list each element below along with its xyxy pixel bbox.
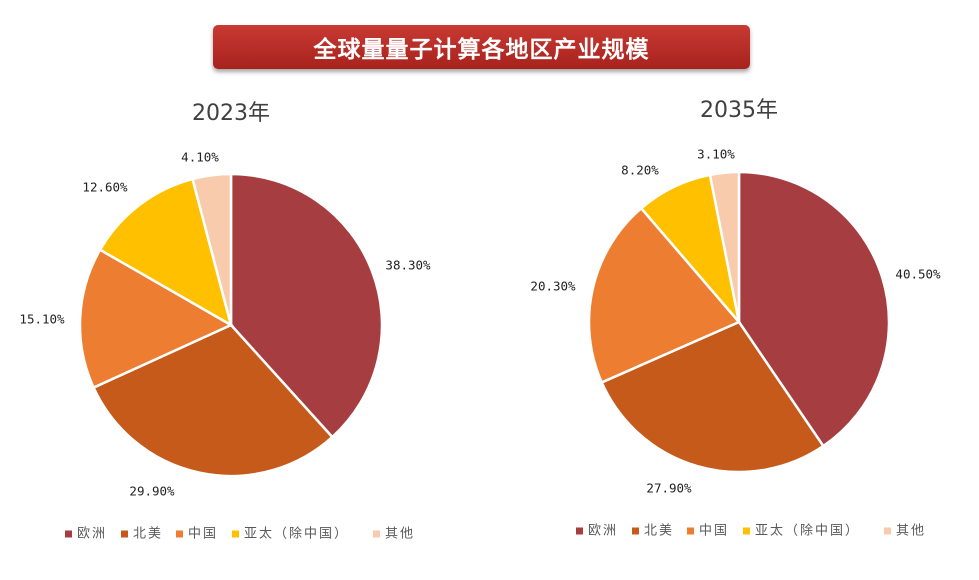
pie-slice-2035-2	[600, 320, 826, 474]
legend-label-2023-2: 北美	[133, 527, 163, 542]
pie-slice-2035-3	[587, 206, 742, 385]
page-title: 全球量量子计算各地区产业规模	[313, 37, 650, 63]
pie-slices-2035	[587, 170, 891, 474]
legend-label-2023-4: 亚太（除中国）	[244, 527, 349, 542]
legend-label-2023-3: 中国	[188, 527, 218, 542]
legend-swatch-2035-1	[576, 527, 583, 535]
pie-slice-2023-4	[98, 177, 233, 328]
pie-chart-2023: 2023年 38.30% 29.90% 15.10% 12.60% 4.10% 欧洲 北美…	[19, 101, 431, 542]
pie-labels-2023: 38.30% 29.90% 15.10% 12.60% 4.10%	[19, 150, 431, 499]
pie-slice-2023-2	[91, 323, 335, 478]
legend-label-2035-3: 中国	[699, 524, 729, 539]
chart-title-2023: 2023年	[192, 101, 270, 126]
legend-swatch-2035-5	[884, 527, 891, 535]
legend-label-2035-1: 欧洲	[588, 524, 618, 539]
legend-label-2035-5: 其他	[896, 524, 926, 539]
legend-label-2023-5: 其他	[385, 527, 415, 542]
legend-label-2023-1: 欧洲	[77, 527, 107, 542]
data-label-2023-2: 29.90%	[129, 484, 175, 499]
data-label-2035-5: 3.10%	[697, 147, 735, 162]
legend-swatch-2023-5	[373, 530, 380, 538]
data-label-2023-3: 15.10%	[19, 312, 65, 327]
pie-slices-2023	[78, 172, 384, 478]
data-label-2035-3: 20.30%	[530, 279, 576, 294]
legend-label-2035-2: 北美	[644, 524, 674, 539]
legend-swatch-2023-1	[65, 530, 72, 538]
legend-2023: 欧洲 北美 中国 亚太（除中国） 其他	[65, 527, 415, 542]
pie-labels-2035: 40.50% 27.90% 20.30% 8.20% 3.10%	[530, 147, 941, 496]
data-label-2035-1: 40.50%	[895, 267, 941, 282]
legend-swatch-2023-4	[232, 530, 239, 538]
legend-swatch-2023-3	[176, 530, 183, 538]
data-label-2023-4: 12.60%	[82, 180, 128, 195]
legend-swatch-2023-2	[121, 530, 128, 538]
legend-2035: 欧洲 北美 中国 亚太（除中国） 其他	[576, 524, 926, 539]
legend-swatch-2035-4	[743, 527, 750, 535]
legend-label-2035-4: 亚太（除中国）	[755, 524, 860, 539]
data-label-2035-2: 27.90%	[646, 481, 692, 496]
pie-slice-2023-5	[191, 172, 233, 326]
legend-swatch-2035-3	[687, 527, 694, 535]
title-banner: 全球量量子计算各地区产业规模	[213, 25, 750, 69]
pie-slice-2023-1	[229, 172, 384, 439]
data-label-2023-1: 38.30%	[385, 258, 431, 273]
legend-swatch-2035-2	[632, 527, 639, 535]
pie-chart-2035: 2035年 40.50% 27.90% 20.30% 8.20% 3.10% 欧洲 北美 中…	[530, 98, 941, 539]
chart-title-2035: 2035年	[700, 98, 778, 123]
data-label-2023-5: 4.10%	[181, 150, 219, 165]
pie-slice-2023-3	[78, 248, 234, 390]
data-label-2035-4: 8.20%	[621, 163, 659, 178]
pie-slice-2035-1	[737, 170, 891, 448]
pie-slice-2035-5	[708, 170, 741, 323]
